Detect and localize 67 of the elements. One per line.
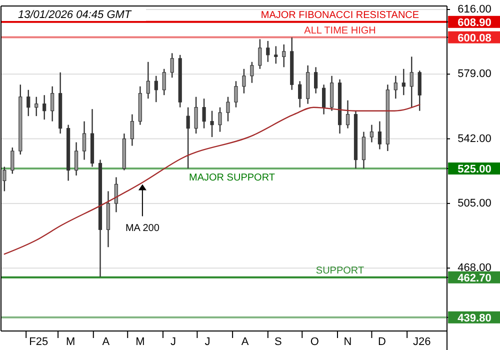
candlestick xyxy=(154,75,158,103)
candlestick xyxy=(410,56,414,108)
candlestick xyxy=(234,80,238,108)
x-tick-label: O xyxy=(310,336,320,348)
candlestick xyxy=(82,120,86,160)
candlestick xyxy=(2,166,6,192)
x-tick-label: A xyxy=(102,336,110,348)
candlestick xyxy=(218,106,222,132)
candlestick xyxy=(282,44,286,68)
candlestick xyxy=(346,100,350,129)
candlestick xyxy=(114,176,118,213)
candlestick xyxy=(298,80,302,108)
y-tick-label: 439.80 xyxy=(458,312,492,324)
candlestick xyxy=(322,84,326,115)
annotation: 13/01/2026 04:45 GMT xyxy=(18,9,132,21)
x-tick-label: S xyxy=(274,336,282,348)
ref-line-label: ALL TIME HIGH xyxy=(304,25,376,36)
candlestick xyxy=(314,66,318,94)
candlestick xyxy=(362,131,366,170)
candlestick xyxy=(378,120,382,150)
x-tick-label: M xyxy=(136,336,145,348)
candlestick xyxy=(370,124,374,143)
candlestick xyxy=(274,46,278,64)
line-series xyxy=(4,104,420,255)
candlestick xyxy=(258,38,262,70)
candlestick xyxy=(250,61,254,84)
x-tick-label: A xyxy=(241,336,250,348)
candlestick xyxy=(50,86,54,122)
x-tick-label: N xyxy=(344,336,352,348)
candlestick xyxy=(242,68,246,94)
y-tick-label: 600.08 xyxy=(458,32,492,44)
candlestick xyxy=(202,98,206,129)
candlestick xyxy=(74,142,78,176)
x-tick-label: F25 xyxy=(29,336,48,348)
x-tick-label: J xyxy=(204,336,210,348)
candlestick xyxy=(26,89,30,117)
x-tick-label: J26 xyxy=(413,336,431,348)
candlestick xyxy=(418,70,422,112)
y-tick-label: 525.00 xyxy=(458,164,492,176)
candlestick xyxy=(42,94,46,120)
ref-line-label: SUPPORT xyxy=(316,265,364,276)
candlestick xyxy=(10,146,14,174)
candlestick xyxy=(226,96,230,122)
y-tick-label: 468.00 xyxy=(458,262,492,274)
x-tick-label: D xyxy=(378,336,386,348)
y-tick-label: 616.00 xyxy=(458,3,492,16)
annotation: MA 200 xyxy=(125,223,160,234)
y-tick-label: 579.00 xyxy=(458,68,492,80)
y-tick-label: 608.90 xyxy=(458,16,492,29)
candlestick xyxy=(34,96,38,117)
candlestick xyxy=(210,110,214,138)
candlestick xyxy=(186,106,190,170)
ref-line-label: MAJOR FIBONACCI RESISTANCE xyxy=(260,10,420,21)
x-tick-label: M xyxy=(66,336,76,348)
x-tick-label: J xyxy=(170,336,176,348)
y-tick-label: 505.00 xyxy=(458,197,492,210)
ref-line-label: MAJOR SUPPORT xyxy=(189,172,275,184)
y-tick-label: 542.00 xyxy=(458,132,492,145)
candlestick xyxy=(130,114,134,146)
candlestick xyxy=(394,75,398,100)
candlestick xyxy=(162,68,166,96)
y-tick-label: 462.70 xyxy=(458,272,492,284)
candlestick xyxy=(146,61,150,100)
candlestick xyxy=(170,52,174,78)
candlestick xyxy=(402,68,406,96)
candlestick xyxy=(266,40,270,63)
candlestick xyxy=(194,96,198,134)
